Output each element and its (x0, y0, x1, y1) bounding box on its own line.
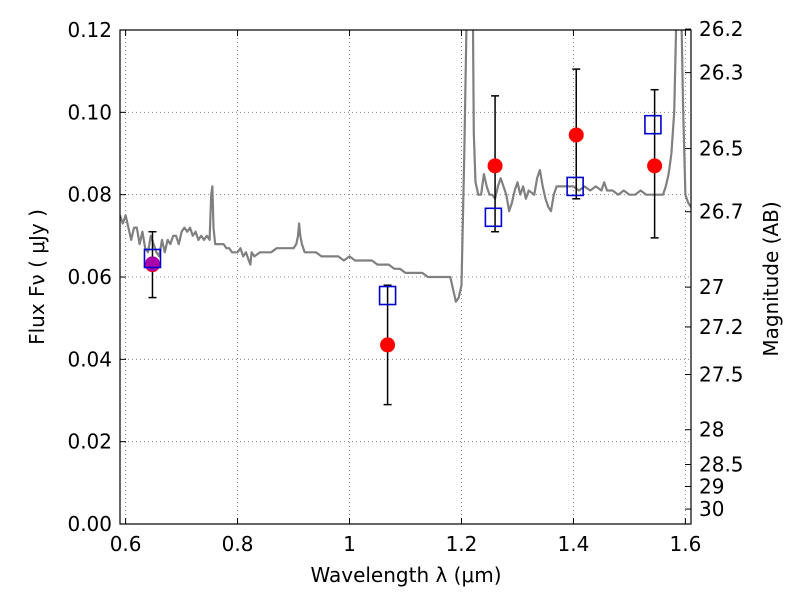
mag-tick-label: 30 (699, 497, 724, 521)
observed-point (380, 337, 396, 353)
y-tick-label: 0.04 (67, 347, 112, 371)
observed-point (568, 127, 584, 143)
x-tick-label: 1.2 (446, 532, 478, 556)
y-tick-label: 0.10 (67, 100, 112, 124)
x-axis-title: Wavelength λ (μm) (310, 563, 501, 587)
mag-tick-label: 26.7 (699, 200, 744, 224)
mag-tick-label: 27.5 (699, 363, 744, 387)
model-photometry-square (143, 248, 162, 269)
highlight-point (144, 256, 160, 272)
model-photometry-square (484, 207, 503, 228)
x-tick-label: 1.4 (558, 532, 590, 556)
x-tick-label: 0.6 (110, 532, 142, 556)
right-axis-title: Magnitude (AB) (759, 201, 783, 356)
mag-tick-label: 28 (699, 418, 724, 442)
model-photometry-square (566, 176, 584, 197)
x-tick-label: 1 (343, 532, 356, 556)
y-tick-label: 0.02 (67, 430, 112, 454)
mag-tick-label: 27 (699, 275, 724, 299)
mag-tick-label: 28.5 (699, 452, 744, 476)
model-photometry-square (644, 114, 662, 135)
x-tick-label: 1.6 (669, 532, 701, 556)
y-tick-label: 0.00 (67, 512, 112, 536)
spectrum-layer (120, 30, 691, 303)
observed-point (647, 158, 663, 174)
y-tick-label: 0.08 (67, 183, 112, 207)
model-photometry-square (378, 285, 397, 306)
tick-layer: 0.6 0.8 1 1.2 1.4 1.6 0.00 0.02 0.04 0.06 0.08 0.10… (67, 17, 743, 556)
observed-point (487, 158, 503, 174)
y-tick-label: 0.12 (67, 18, 112, 42)
mag-tick-label: 29 (699, 474, 724, 498)
model-spectrum-line (120, 30, 691, 303)
mag-tick-label: 26.2 (699, 17, 744, 41)
x-tick-label: 0.8 (222, 532, 254, 556)
mag-tick-label: 26.5 (699, 137, 744, 161)
mag-tick-label: 27.2 (699, 315, 744, 339)
model-layer (143, 114, 662, 306)
y-tick-label: 0.06 (67, 265, 112, 289)
mag-tick-label: 26.3 (699, 61, 744, 85)
y-axis-title: Flux Fν ( μJy ) (25, 209, 49, 345)
